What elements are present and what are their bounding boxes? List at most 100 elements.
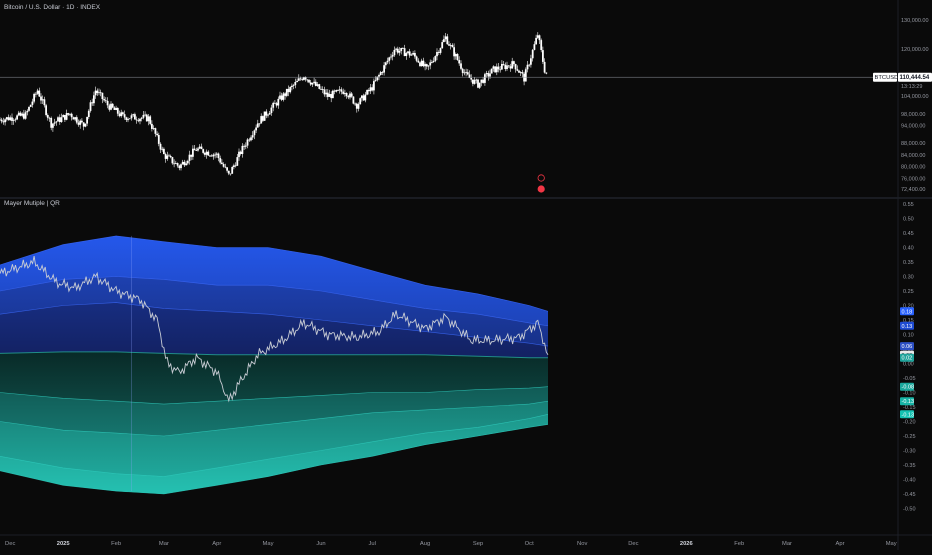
band-line-6 [0,414,549,477]
price-tick-label: 84,000.00 [901,153,925,159]
candle-body [4,119,6,123]
candle-body [475,79,478,81]
candle-body [425,64,428,67]
candle-body [465,72,467,73]
candle-body [292,85,295,86]
price-tick-label: 72,400.00 [901,187,925,193]
candle-body [202,149,205,153]
candle-body [171,157,174,164]
candle-body [398,51,401,53]
candle-body [487,73,490,77]
indicator-tick-label: 0.10 [903,333,914,339]
last-price-bg [898,72,932,82]
candle-body [227,170,230,174]
candle-body [238,151,240,158]
candle-body [38,90,41,97]
candle-body [367,90,370,92]
candle-body [256,123,259,128]
value-tag-5: -0.08 [902,385,915,391]
candle-body [239,151,242,154]
value-tag-4: 0.02 [902,356,913,362]
candle-body [441,42,444,49]
candle-body [50,118,53,128]
candle-body [198,146,201,149]
indicator-tick-label: -0.20 [903,420,916,426]
candle-body [231,167,234,174]
band-line-7 [0,424,549,495]
candle-body [19,112,22,116]
candle-body [538,35,541,41]
candle-body [530,58,532,65]
candle-body [473,79,476,84]
candle-body [495,66,498,73]
candle-body [62,115,65,118]
candle-body [420,60,423,66]
candle-body [443,39,445,42]
candle-body [58,117,61,122]
candles-group [0,32,548,176]
candle-body [128,118,131,120]
candle-body [364,94,367,101]
candle-body [142,114,145,118]
candle-body [519,72,522,73]
mayer-oscillator-line [0,256,549,403]
candle-body [33,93,35,102]
candle-body [531,50,534,59]
candle-body [284,93,286,96]
candle-body [104,100,107,102]
candle-body [48,117,51,119]
candle-body [96,90,99,93]
candle-body [463,72,466,74]
candle-body [74,117,76,120]
candle-body [16,115,18,120]
candle-body [408,51,411,56]
candle-body [0,119,3,122]
candle-body [267,114,269,116]
time-axis-label: Jul [368,541,375,547]
candle-body [190,154,193,157]
candle-body [516,69,519,71]
candle-body [395,48,397,50]
candle-body [210,155,213,157]
value-tag-bg [900,353,914,362]
candle-body [507,65,510,67]
candle-body [86,116,88,124]
candle-body [427,65,430,67]
candle-body [193,148,196,151]
candle-body [468,74,471,78]
candle-body [103,99,105,101]
candle-body [91,102,94,104]
candle-body [518,70,520,73]
candle-body [140,117,143,119]
candle-body [11,117,13,121]
candle-body [262,116,264,121]
candle-body [417,60,420,63]
candle-body [287,88,290,93]
price-tick-label: 120,000.00 [901,47,929,53]
indicator-tick-label: 0.35 [903,260,914,266]
candle-body [270,107,273,113]
value-tag-bg [900,410,914,419]
candle-body [108,105,111,110]
candle-body [449,45,452,46]
candle-body [396,48,399,53]
candle-body [26,110,29,113]
indicator-tick-label: -0.40 [903,478,916,484]
candle-body [434,56,437,61]
candle-body [144,114,146,116]
indicator-tick-label: -0.35 [903,463,916,469]
candle-body [285,88,288,96]
price-tick-label: 98,000.00 [901,112,925,118]
candle-body [374,80,377,82]
candle-body [185,163,187,166]
candle-body [207,151,210,156]
candle-body [309,82,312,85]
value-tag-7: -0.13 [902,412,915,418]
candle-body [164,154,167,159]
candle-body [497,66,500,70]
candle-body [152,128,155,129]
candle-body [362,95,365,101]
candle-body [403,48,406,57]
candle-body [106,100,109,106]
